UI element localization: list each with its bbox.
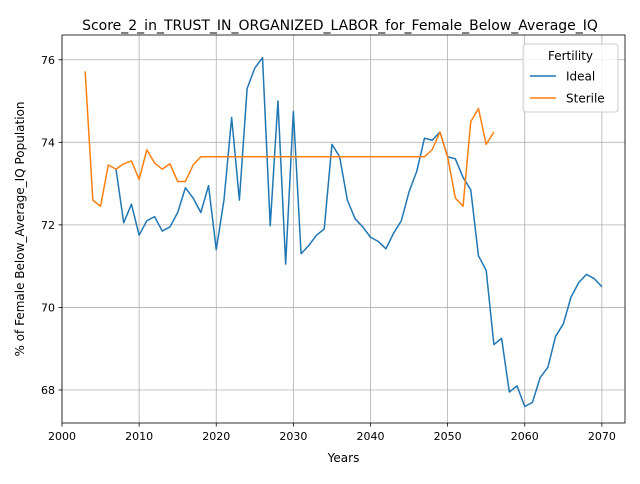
series-line-ideal <box>115 56 603 408</box>
x-tick-label: 2020 <box>202 430 230 443</box>
x-tick-label: 2040 <box>356 430 384 443</box>
x-tick-label: 2060 <box>511 430 539 443</box>
y-tick-label: 70 <box>41 301 55 314</box>
legend: Fertility Ideal Sterile <box>522 43 619 113</box>
x-tick-label: 2030 <box>279 430 307 443</box>
legend-box <box>522 43 619 113</box>
y-tick-label: 74 <box>41 136 55 149</box>
x-axis-label: Years <box>327 451 360 465</box>
legend-label-ideal: Ideal <box>566 70 595 84</box>
plot-area-frame <box>61 34 626 424</box>
x-tick-label: 2070 <box>588 430 616 443</box>
legend-label-sterile: Sterile <box>566 92 605 106</box>
x-tick-label: 2000 <box>48 430 76 443</box>
legend-title: Fertility <box>548 49 593 63</box>
axis-ticks: 2000 2010 2020 2030 2040 2050 2060 2070 68 70 72 74… <box>41 54 616 443</box>
x-tick-label: 2010 <box>125 430 153 443</box>
chart-title: Score_2_in_TRUST_IN_ORGANIZED_LABOR_for_… <box>82 18 598 34</box>
series-lines <box>84 56 603 408</box>
y-axis-label: % of Female Below_Average_IQ Population <box>13 101 27 356</box>
x-tick-label: 2050 <box>434 430 462 443</box>
y-tick-label: 72 <box>41 219 55 232</box>
series-line-sterile <box>84 71 495 208</box>
y-tick-label: 76 <box>41 54 55 67</box>
y-tick-label: 68 <box>41 384 55 397</box>
